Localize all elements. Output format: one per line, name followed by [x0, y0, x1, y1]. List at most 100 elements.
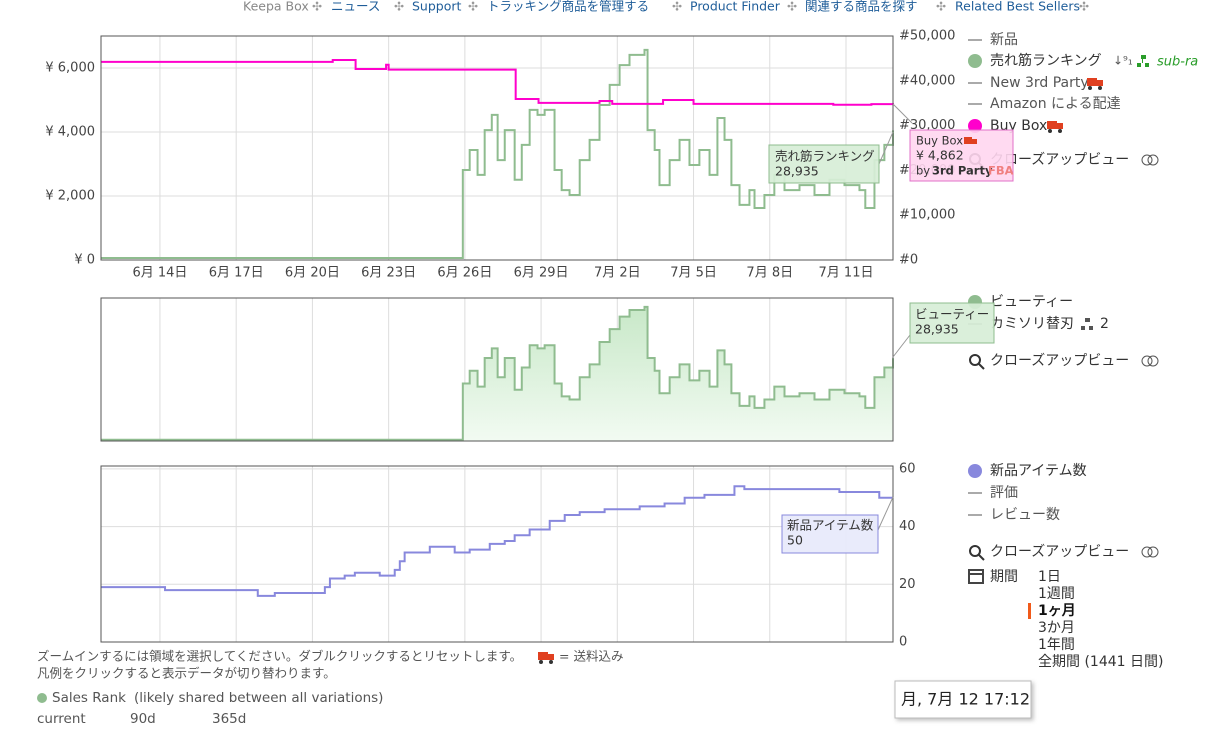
- legend-item[interactable]: 新品アイテム数: [990, 463, 1087, 479]
- magnifier-icon: [969, 545, 985, 561]
- nav-link[interactable]: Keepa Box: [243, 0, 309, 14]
- toggle-icon[interactable]: [1141, 546, 1159, 558]
- x-tick-label: 6月 26日: [437, 266, 492, 281]
- tooltip: ビューティー 28,935: [909, 302, 995, 344]
- selected-marker: [1028, 603, 1031, 619]
- y-tick-label: 60: [899, 461, 916, 476]
- column-header: current: [37, 711, 86, 727]
- tooltip: Buy Box ¥ 4,862 by 3rd Party FBA: [909, 129, 1014, 182]
- nav-link[interactable]: Product Finder: [690, 0, 781, 14]
- truck-icon: [538, 652, 554, 664]
- plot-border: [100, 35, 894, 261]
- legend-marker: [968, 464, 982, 478]
- shipping-note: = 送料込み: [559, 649, 623, 664]
- y-tick-label: ¥ 2,000: [45, 189, 95, 204]
- area-line: [101, 305, 894, 441]
- x-tick-label: 7月 8日: [746, 266, 793, 281]
- x-tick-label: 7月 11日: [819, 266, 874, 281]
- plots: 6月 14日 6月 17日 6月 20日 6月 23日 6月 26日 6月 29日 7月 2…: [45, 29, 955, 650]
- range-option[interactable]: 全期間 (1441 日間): [1038, 654, 1163, 670]
- toggle-icon[interactable]: [1141, 154, 1159, 166]
- y-tick-label: 20: [899, 577, 916, 592]
- series-line: [101, 485, 893, 597]
- legend: 新品アイテム数 評価 レビュー数 クローズアップビュー 期間: [968, 463, 1159, 585]
- legend: ビューティー カミソリ替刃 2 クローズアップビュー: [968, 294, 1159, 370]
- legend-marker: [968, 54, 982, 68]
- separator: ✣: [468, 0, 478, 14]
- legend-item[interactable]: Amazon による配達: [990, 96, 1121, 112]
- cursor-tooltip: 月, 7月 12 17:12: [894, 680, 1032, 719]
- y2-tick-label: #40,000: [899, 73, 955, 88]
- nav-bar: Keepa Box ✣ ニュース ✣ Support ✣ トラッキング商品を管理…: [243, 0, 1089, 14]
- tooltip-title: 売れ筋ランキング: [775, 149, 875, 164]
- truck-icon: [1047, 121, 1063, 133]
- nav-link[interactable]: トラッキング商品を管理する: [487, 0, 649, 14]
- x-tick-label: 6月 23日: [361, 266, 416, 281]
- x-tick-label: 6月 29日: [514, 266, 569, 281]
- closeup-toggle[interactable]: クローズアップビュー: [990, 544, 1129, 560]
- tooltip-connector: [892, 334, 911, 358]
- legend-item[interactable]: 売れ筋ランキング: [990, 52, 1102, 69]
- legend-item[interactable]: レビュー数: [990, 507, 1060, 523]
- series-line: [101, 48, 894, 259]
- range-option[interactable]: 3か月: [1038, 620, 1075, 636]
- truck-icon: [1087, 78, 1103, 90]
- plot-border: [100, 465, 894, 643]
- sales-rank-marker: [37, 693, 47, 703]
- subcategory-rank: 2: [1100, 316, 1109, 332]
- range-label: 期間: [990, 569, 1018, 585]
- y-tick-label: ¥ 6,000: [45, 61, 95, 76]
- legend-hint: 凡例をクリックすると表示データが切り替わります。: [37, 666, 336, 681]
- legend-item[interactable]: ビューティー: [990, 294, 1073, 310]
- tooltip-value: ¥ 4,862: [916, 148, 964, 163]
- tooltip-title: ビューティー: [915, 307, 989, 322]
- zoom-hint: ズームインするには領域を選択してください。ダブルクリックするとリセットします。: [37, 649, 522, 664]
- tooltip-value: 28,935: [915, 322, 959, 337]
- tooltip-connector: [892, 103, 913, 124]
- nav-link[interactable]: Related Best Sellers: [955, 0, 1080, 14]
- y2-tick-label: #0: [899, 253, 918, 268]
- range-option[interactable]: 1日: [1038, 569, 1061, 585]
- range-option[interactable]: 1週間: [1038, 586, 1075, 602]
- closeup-toggle[interactable]: クローズアップビュー: [990, 353, 1129, 369]
- cursor-time: 月, 7月 12 17:12: [901, 690, 1030, 709]
- y-tick-label: ¥ 4,000: [45, 125, 95, 140]
- truck-icon: [964, 137, 977, 144]
- range-option[interactable]: 1ヶ月: [1038, 603, 1076, 619]
- tooltip-value: 28,935: [775, 164, 819, 179]
- x-tick-label: 7月 2日: [594, 266, 641, 281]
- tooltip-title: 新品アイテム数: [787, 518, 874, 533]
- calendar-icon: [968, 569, 984, 584]
- legend: 新品 売れ筋ランキング ↓⁹₁ sub-ra New 3rd Party Ama…: [968, 32, 1198, 169]
- legend-item[interactable]: カミソリ替刃: [990, 316, 1074, 332]
- y2-tick-label: #30,000: [899, 118, 955, 133]
- tooltip: 新品アイテム数 50: [781, 514, 879, 554]
- range-option[interactable]: 1年間: [1038, 637, 1075, 653]
- toggle-icon[interactable]: [1141, 355, 1159, 367]
- separator: ✣: [312, 0, 322, 14]
- tooltip-title: Buy Box: [916, 134, 963, 148]
- nav-link[interactable]: Support: [412, 0, 462, 14]
- y2-tick-label: #50,000: [899, 29, 955, 44]
- closeup-toggle[interactable]: クローズアップビュー: [990, 152, 1129, 168]
- sales-rank-title: Sales Rank: [52, 690, 126, 706]
- plot-area: [101, 466, 893, 642]
- series-line: [101, 59, 894, 106]
- separator: ✣: [787, 0, 797, 14]
- legend-item[interactable]: 新品: [990, 32, 1018, 48]
- magnifier-icon: [969, 354, 985, 370]
- y-tick-label: 40: [899, 519, 916, 534]
- y-tick-label: ¥ 0: [74, 253, 95, 268]
- legend-item[interactable]: New 3rd Party: [990, 75, 1089, 91]
- nav-link[interactable]: 関連する商品を探す: [805, 0, 918, 14]
- tooltip-connector: [878, 131, 894, 165]
- nav-link[interactable]: ニュース: [331, 0, 380, 14]
- y-tick-label: 0: [899, 635, 907, 650]
- legend-badge[interactable]: sub-ra: [1157, 55, 1198, 70]
- tree-icon: [1137, 55, 1149, 67]
- legend-item[interactable]: 評価: [990, 485, 1018, 501]
- sort-icon[interactable]: ↓⁹₁: [1113, 54, 1133, 68]
- tooltip: 売れ筋ランキング 28,935: [768, 144, 880, 184]
